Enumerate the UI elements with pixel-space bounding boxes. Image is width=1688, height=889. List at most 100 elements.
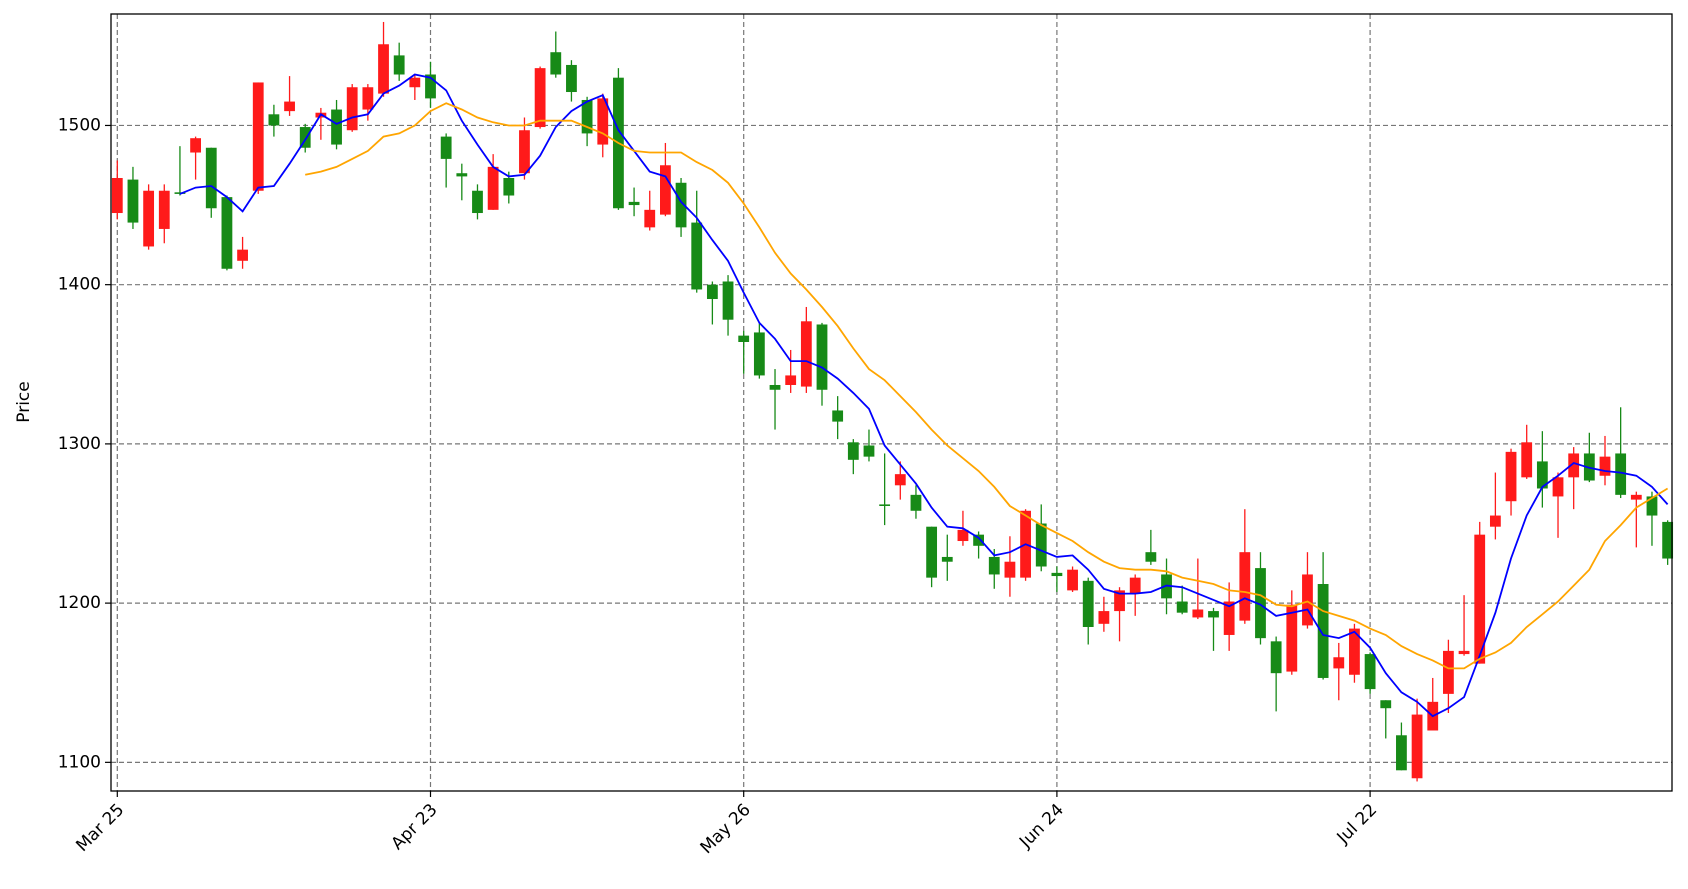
line <box>305 102 1669 670</box>
candle-body <box>1239 552 1251 621</box>
candle-body <box>1067 569 1078 591</box>
candle-body <box>1333 657 1345 669</box>
candle-body <box>143 190 155 247</box>
candle-body <box>800 321 812 387</box>
x-tick-label: Jul 22 <box>1333 800 1381 848</box>
candle-body <box>1208 611 1219 618</box>
candle-body <box>1255 568 1266 639</box>
candle-body <box>1396 735 1407 771</box>
candle-body <box>1035 523 1047 567</box>
candle-body <box>299 127 311 148</box>
y-tick-label: 1400 <box>58 275 101 295</box>
candle-body <box>1380 700 1392 709</box>
candle-body <box>1145 552 1157 562</box>
candle-body <box>252 82 264 191</box>
candle-body <box>691 222 703 290</box>
candle-body <box>534 68 546 128</box>
candle-body <box>1082 580 1094 628</box>
candle-body <box>941 556 953 562</box>
candle-body <box>957 529 969 542</box>
candle-body <box>1599 456 1611 476</box>
candle-body <box>472 190 483 214</box>
candle-body <box>1536 461 1548 489</box>
candle-body <box>393 55 405 75</box>
candle-body <box>503 177 515 196</box>
candle-body <box>738 335 750 342</box>
candle-body <box>440 136 452 159</box>
candle-body <box>1646 496 1658 516</box>
candle-body <box>284 101 295 112</box>
candle-body <box>409 77 421 88</box>
candle-body <box>1474 534 1486 664</box>
candle-body <box>894 474 906 486</box>
candle-body <box>722 281 734 320</box>
candle-body <box>628 201 640 206</box>
candle-body <box>205 147 217 209</box>
candle-body <box>378 44 389 94</box>
candle-body <box>1114 590 1125 612</box>
candle-body <box>487 166 499 210</box>
candle-body <box>237 249 248 261</box>
candle-body <box>597 98 609 145</box>
candle-body <box>111 177 123 214</box>
candle-body <box>1505 451 1517 502</box>
candle-body <box>926 526 938 578</box>
candle-body <box>1129 577 1141 594</box>
candle-body <box>1630 494 1642 500</box>
candle-body <box>425 74 436 99</box>
candle-body <box>581 99 593 134</box>
candle-body <box>221 197 233 269</box>
candle-body <box>1552 477 1564 497</box>
candle-body <box>675 182 687 228</box>
candle-body <box>1489 515 1501 527</box>
candle-body <box>190 138 201 153</box>
candle-body <box>566 64 577 93</box>
x-tick-label: Apr 23 <box>388 800 442 854</box>
candle-body <box>1521 442 1533 478</box>
x-tick-label: Jun 24 <box>1015 800 1068 853</box>
candle-body <box>1098 611 1110 624</box>
candle-body <box>879 504 891 506</box>
candle-body <box>1286 604 1298 672</box>
y-tick-label: 1300 <box>58 434 101 454</box>
candle-body <box>1317 584 1329 678</box>
candle-body <box>1302 574 1313 626</box>
candle-body <box>644 209 656 228</box>
candle-body <box>456 173 468 177</box>
candle-body <box>268 114 280 126</box>
candle-body <box>1051 572 1063 577</box>
y-tick-label: 1100 <box>58 752 101 772</box>
candle-body <box>1192 609 1204 618</box>
candle-body <box>1443 650 1454 694</box>
candle-body <box>769 384 781 390</box>
candle-body <box>1176 601 1188 613</box>
candle-body <box>832 410 844 422</box>
candle-body <box>785 375 797 385</box>
y-tick-label: 1500 <box>58 115 101 135</box>
candle-body <box>706 284 718 300</box>
candle-body <box>988 556 1000 575</box>
candle-body <box>816 324 828 390</box>
x-tick-label: Mar 25 <box>72 800 128 856</box>
candle-body <box>1223 601 1235 635</box>
candle-body <box>519 130 530 174</box>
candle-body <box>1270 641 1282 674</box>
candle-body <box>331 109 342 145</box>
candle-body <box>973 534 984 546</box>
candle-body <box>1458 650 1470 655</box>
candle-body <box>660 165 671 215</box>
candle-body <box>362 87 374 110</box>
candle-body <box>863 445 875 457</box>
plot-frame <box>110 13 1673 792</box>
candle-body <box>910 494 922 511</box>
candle-body <box>1349 628 1360 675</box>
line <box>179 73 1669 718</box>
candle-body <box>1411 714 1423 779</box>
candle-body <box>158 190 170 229</box>
candle-body <box>1004 561 1016 578</box>
candle-body <box>1662 521 1674 559</box>
candle-body <box>1568 453 1580 478</box>
candle-body <box>550 52 562 75</box>
candle-body <box>1364 654 1376 690</box>
